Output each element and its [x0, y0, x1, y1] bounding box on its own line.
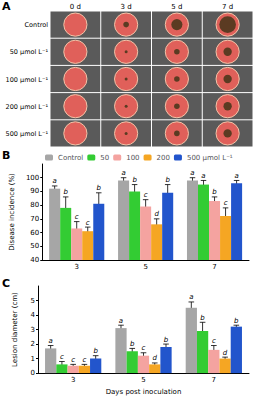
svg-text:Days post inoculation: Days post inoculation	[106, 388, 182, 396]
svg-text:b: b	[212, 188, 217, 196]
svg-text:200: 200	[157, 154, 170, 162]
svg-text:b: b	[63, 188, 68, 196]
svg-text:2: 2	[31, 340, 35, 348]
svg-text:Control: Control	[58, 154, 83, 162]
svg-text:c: c	[71, 356, 75, 364]
svg-text:c: c	[75, 213, 79, 221]
svg-text:d: d	[223, 349, 228, 357]
svg-text:5: 5	[143, 263, 147, 271]
svg-text:c: c	[86, 219, 90, 227]
svg-text:d: d	[154, 210, 159, 218]
svg-text:5 d: 5 d	[171, 3, 182, 11]
svg-text:a: a	[234, 172, 238, 180]
svg-text:Control: Control	[25, 21, 49, 29]
svg-text:a: a	[49, 337, 53, 345]
svg-text:c: c	[142, 344, 146, 352]
svg-text:b: b	[132, 176, 137, 184]
svg-text:b: b	[234, 317, 239, 325]
svg-text:5: 5	[141, 376, 145, 384]
svg-text:100: 100	[126, 154, 139, 162]
svg-text:3: 3	[74, 263, 78, 271]
svg-text:a: a	[189, 293, 193, 301]
svg-text:5: 5	[31, 297, 35, 305]
svg-text:40: 40	[30, 256, 39, 264]
svg-text:b: b	[165, 176, 170, 184]
svg-text:b: b	[200, 314, 205, 322]
svg-text:C: C	[2, 277, 10, 290]
svg-text:c: c	[144, 191, 148, 199]
svg-text:a: a	[201, 172, 205, 180]
svg-text:b: b	[93, 347, 98, 355]
svg-text:3 d: 3 d	[121, 3, 132, 11]
svg-text:500 μmol L⁻¹: 500 μmol L⁻¹	[6, 130, 49, 138]
svg-text:7: 7	[212, 376, 216, 384]
svg-text:b: b	[97, 184, 102, 192]
svg-text:b: b	[130, 340, 135, 348]
svg-text:70: 70	[30, 215, 39, 223]
svg-text:50: 50	[30, 242, 39, 250]
svg-text:a: a	[121, 169, 125, 177]
svg-text:4: 4	[31, 311, 36, 319]
svg-text:c: c	[212, 337, 216, 345]
svg-text:0 d: 0 d	[70, 3, 81, 11]
svg-text:200 μmol L⁻¹: 200 μmol L⁻¹	[6, 103, 49, 111]
svg-text:90: 90	[30, 187, 39, 195]
svg-text:3: 3	[71, 376, 75, 384]
svg-text:1: 1	[31, 355, 35, 363]
svg-text:b: b	[164, 336, 169, 344]
svg-text:80: 80	[30, 201, 39, 209]
svg-text:100 μmol L⁻¹: 100 μmol L⁻¹	[6, 76, 49, 84]
svg-text:c: c	[60, 353, 64, 361]
svg-text:B: B	[2, 149, 10, 162]
svg-text:7 d: 7 d	[222, 3, 233, 11]
svg-text:d: d	[153, 354, 158, 362]
svg-text:0: 0	[31, 369, 35, 377]
svg-text:c: c	[224, 199, 228, 207]
svg-text:7: 7	[212, 263, 216, 271]
svg-text:c: c	[82, 356, 86, 364]
svg-text:a: a	[119, 317, 123, 325]
svg-text:50: 50	[100, 154, 109, 162]
svg-text:a: a	[190, 169, 194, 177]
svg-text:a: a	[53, 177, 57, 185]
svg-text:100: 100	[26, 174, 39, 182]
svg-text:Disease incidence (%): Disease incidence (%)	[8, 173, 16, 251]
svg-text:50 μmol L⁻¹: 50 μmol L⁻¹	[10, 48, 49, 56]
svg-text:500 μmol L⁻¹: 500 μmol L⁻¹	[187, 154, 233, 162]
svg-text:3: 3	[31, 326, 35, 334]
svg-text:A: A	[2, 0, 11, 13]
svg-text:60: 60	[30, 229, 39, 237]
svg-text:Lesion diameter (cm): Lesion diameter (cm)	[11, 292, 19, 367]
